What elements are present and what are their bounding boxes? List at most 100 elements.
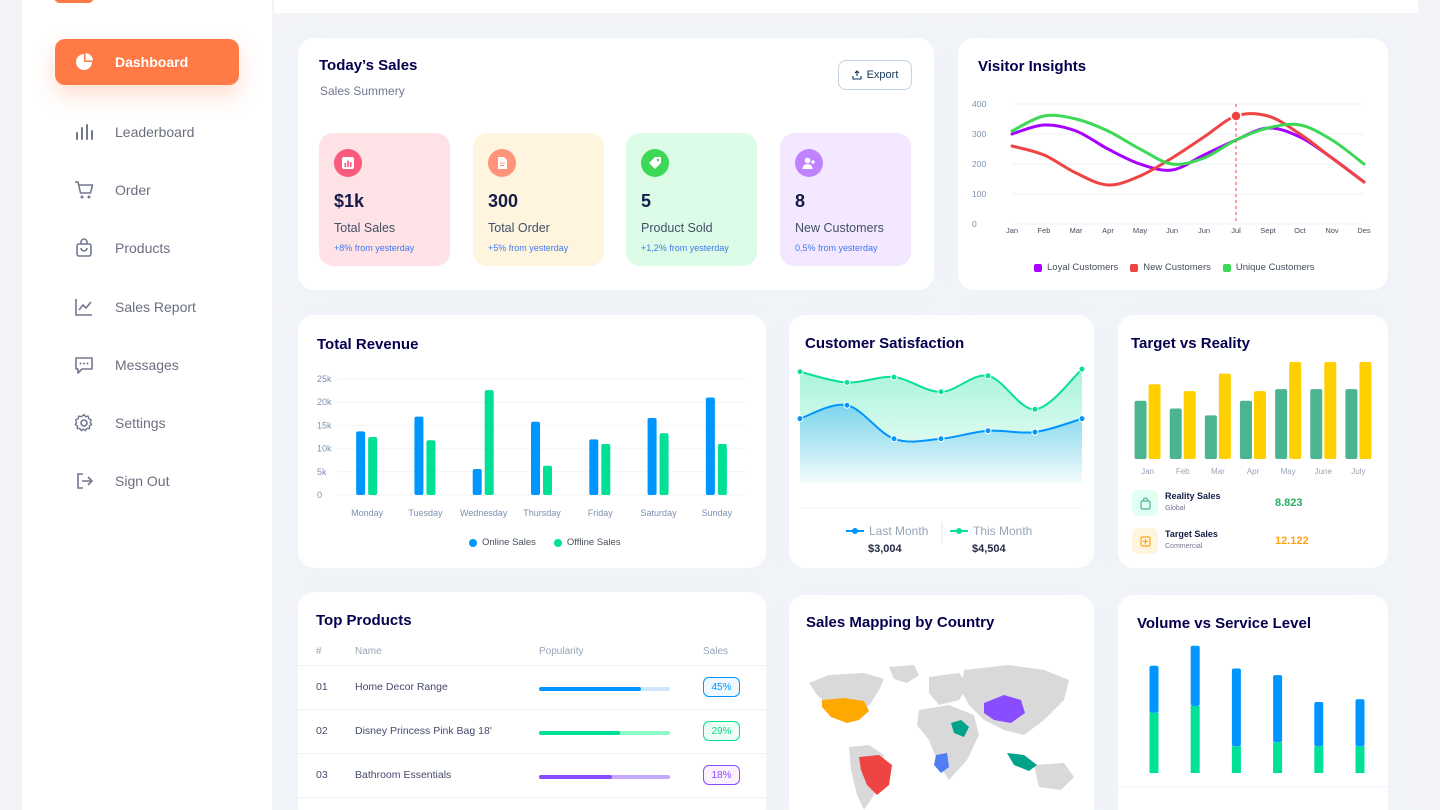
revenue-bar <box>426 440 436 495</box>
revenue-bar <box>705 397 715 495</box>
legend-item: New Customers <box>1130 262 1211 273</box>
x-tick-label: Jul <box>1231 226 1241 235</box>
greenland-shape <box>889 665 919 683</box>
target-bar <box>1359 362 1372 459</box>
revenue-bar <box>589 439 599 495</box>
sidebar-item-label: Products <box>115 240 171 256</box>
revenue-bar <box>717 443 727 495</box>
brazil-highlight <box>859 755 892 795</box>
export-button[interactable]: Export <box>838 60 912 90</box>
target-vs-reality-card: Target vs Reality Jan Feb Mar Apr May June Jul… <box>1118 315 1388 568</box>
sidebar-item-products[interactable]: Products <box>55 225 239 271</box>
sidebar-item-label: Sales Report <box>115 299 196 315</box>
legend-label: Loyal Customers <box>1047 262 1119 273</box>
visitor-insights-chart: 400 300 200 100 0 Jan Feb Mar Apr May Jun Jun Jul Sep… <box>972 99 1371 235</box>
stat-card-total-sales: $1k Total Sales +8% from yesterday <box>319 133 450 266</box>
sidebar-item-label: Sign Out <box>115 473 170 489</box>
sidebar-item-label: Settings <box>115 415 166 431</box>
target-bar <box>1148 384 1161 459</box>
card-title: Total Revenue <box>317 336 419 353</box>
sidebar-item-leaderboard[interactable]: Leaderboard <box>55 109 239 155</box>
x-tick-label: Jan <box>1006 226 1018 235</box>
sidebar-item-dashboard[interactable]: Dashboard <box>55 39 239 85</box>
target-vs-reality-chart: Jan Feb Mar Apr May June July <box>1134 362 1372 476</box>
customer-satisfaction-card: Customer Satisfaction Last Month $3,004 … <box>789 315 1094 568</box>
y-tick-label: 400 <box>972 99 986 109</box>
sidebar-item-messages[interactable]: Messages <box>55 342 239 388</box>
revenue-bar <box>543 465 552 495</box>
popularity-bar <box>539 775 670 779</box>
y-tick-label: 0 <box>317 490 322 500</box>
table-row[interactable]: 01 Home Decor Range 45% <box>298 665 766 709</box>
services-bar <box>1355 746 1365 773</box>
target-bar <box>1218 373 1231 459</box>
legend-last-month: Last Month <box>846 524 928 538</box>
volume-service-card: Volume vs Service Level <box>1118 595 1388 810</box>
document-icon <box>488 149 516 177</box>
x-tick-label: Saturday <box>641 508 678 518</box>
x-tick-label: Feb <box>1038 226 1051 235</box>
sidebar-item-settings[interactable]: Settings <box>55 400 239 446</box>
revenue-bar <box>659 433 669 495</box>
stat-card-new-customers: 8 New Customers 0,5% from yesterday <box>780 133 911 266</box>
legend-label: Online Sales <box>482 537 536 548</box>
services-bar <box>1149 712 1159 773</box>
series-line <box>1010 123 1366 184</box>
stat-card-total-order: 300 Total Order +5% from yesterday <box>473 133 604 266</box>
column-header-num: # <box>316 646 322 657</box>
line-marker-icon <box>950 528 968 534</box>
popularity-fill <box>539 687 642 691</box>
legend-item: Online Sales <box>469 537 536 548</box>
x-tick-label: Thursday <box>523 508 561 518</box>
row-subtitle: Global <box>1165 505 1186 512</box>
popularity-fill <box>539 731 621 735</box>
product-name: Home Decor Range <box>355 681 448 693</box>
world-map <box>809 665 1074 810</box>
sidebar-item-sales-report[interactable]: Sales Report <box>55 284 239 330</box>
target-bar <box>1240 400 1252 459</box>
y-tick-label: 15k <box>317 420 332 430</box>
saudi-highlight <box>951 720 969 737</box>
x-tick-label: July <box>1351 467 1365 476</box>
x-tick-label: Apr <box>1102 226 1114 235</box>
target-bar <box>1324 362 1337 459</box>
legend-label: New Customers <box>1143 262 1211 273</box>
row-title: Target Sales <box>1165 529 1218 539</box>
x-tick-label: Nov <box>1325 226 1339 235</box>
volume-bar <box>1314 701 1324 747</box>
table-row[interactable] <box>298 797 766 810</box>
x-tick-label: Mar <box>1211 467 1225 476</box>
target-bar <box>1183 391 1196 459</box>
data-point <box>984 427 992 435</box>
target-bar <box>1254 391 1266 459</box>
x-tick-label: Jun <box>1198 226 1210 235</box>
total-revenue-chart: 25k 20k 15k 10k 5k 0 Monday Tuesday Wednesday Thu… <box>317 374 746 518</box>
volume-service-chart <box>1118 645 1388 788</box>
product-name: Disney Princess Pink Bag 18' <box>355 725 492 737</box>
sidebar-item-label: Order <box>115 182 151 198</box>
sidebar-item-order[interactable]: Order <box>55 167 239 213</box>
y-tick-label: 100 <box>972 189 986 199</box>
x-tick-label: Mar <box>1070 226 1083 235</box>
total-revenue-card: Total Revenue 25k 20k 15k 10k 5k 0 Monday Tuesd… <box>298 315 766 568</box>
row-number: 01 <box>316 681 328 693</box>
line-marker-icon <box>846 528 864 534</box>
africa-shape <box>917 705 979 780</box>
stat-value: 8 <box>795 191 806 211</box>
chart-icon <box>334 149 362 177</box>
data-point <box>937 435 945 443</box>
legend-this-month: This Month <box>950 524 1032 538</box>
series-line <box>1010 112 1366 187</box>
product-name: Bathroom Essentials <box>355 769 452 781</box>
target-bar <box>1310 389 1323 459</box>
y-tick-label: 0 <box>972 219 977 229</box>
table-row[interactable]: 02 Disney Princess Pink Bag 18' 29% <box>298 709 766 753</box>
data-point <box>796 368 804 376</box>
shopping-bag-icon <box>73 237 95 259</box>
card-title: Customer Satisfaction <box>805 335 965 352</box>
sidebar-item-sign-out[interactable]: Sign Out <box>55 458 239 504</box>
revenue-bar <box>356 431 366 495</box>
series-area <box>800 404 1082 483</box>
table-row[interactable]: 03 Bathroom Essentials 18% <box>298 753 766 797</box>
card-title: Top Products <box>316 612 412 629</box>
